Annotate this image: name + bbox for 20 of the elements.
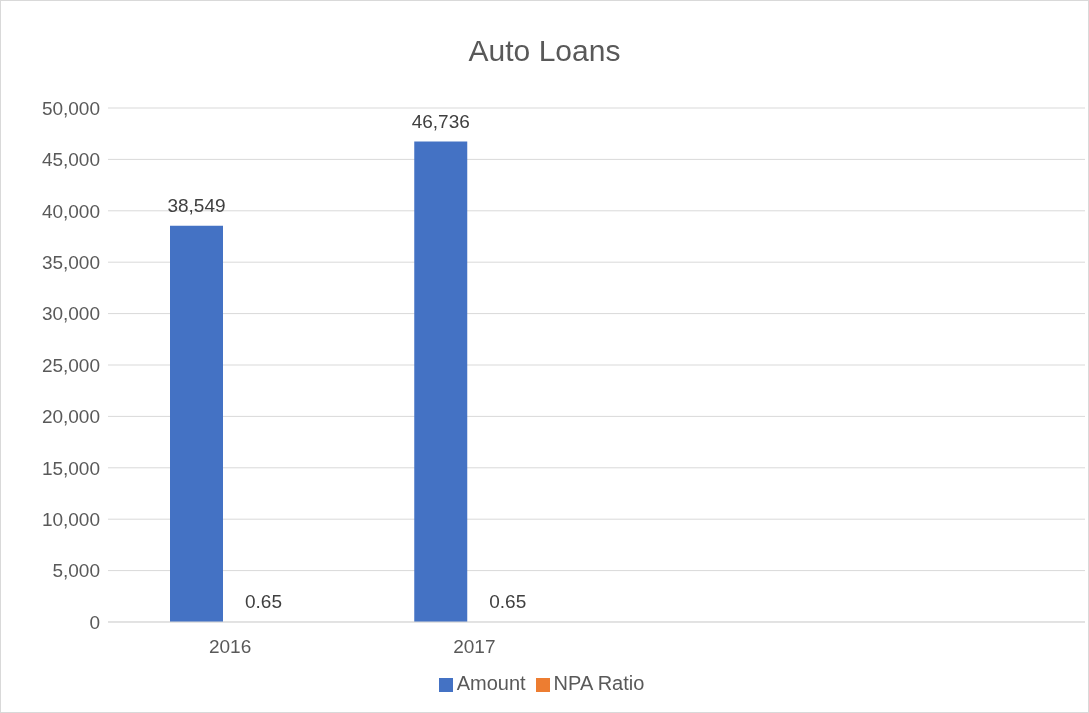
x-tick-label: 2017	[453, 636, 496, 658]
y-tick-label: 10,000	[41, 508, 100, 530]
data-label: 46,736	[411, 110, 470, 132]
y-tick-label: 0	[89, 611, 100, 633]
y-tick-label: 25,000	[41, 354, 100, 376]
x-tick-label: 2016	[208, 636, 252, 658]
y-tick-label: 15,000	[41, 457, 100, 479]
chart-title: Auto Loans	[467, 34, 622, 68]
y-tick-label: 5,000	[52, 560, 100, 582]
data-label: 0.65	[489, 590, 527, 612]
data-label: 0.65	[245, 590, 282, 612]
y-tick-label: 40,000	[41, 200, 100, 222]
y-tick-label: 45,000	[41, 149, 100, 171]
y-tick-label: 50,000	[41, 97, 100, 119]
y-tick-label: 30,000	[41, 303, 100, 325]
legend-label: Amount	[456, 672, 526, 694]
legend-label: NPA Ratio	[553, 672, 645, 694]
data-label: 38,549	[167, 194, 226, 216]
y-tick-label: 35,000	[41, 251, 100, 273]
y-tick-label: 20,000	[41, 406, 100, 428]
